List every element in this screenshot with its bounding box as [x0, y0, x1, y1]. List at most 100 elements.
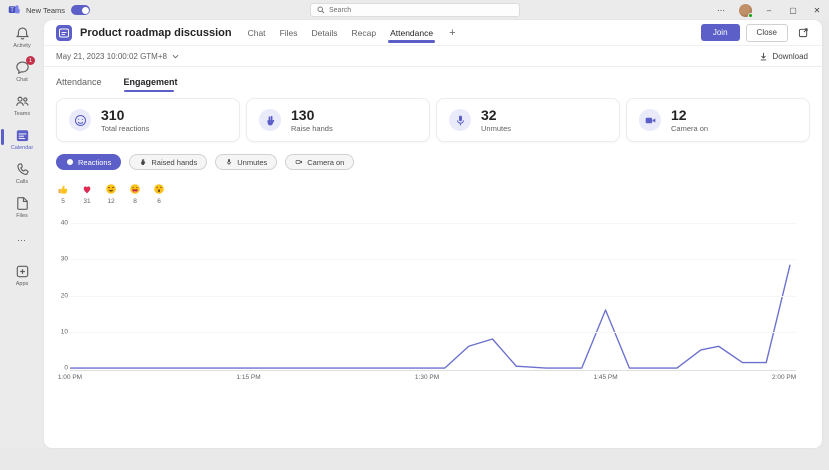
apps-icon	[16, 265, 28, 277]
minimize-button[interactable]: –	[766, 5, 772, 15]
sidebar-item-calls[interactable]: Calls	[0, 156, 44, 189]
sidebar-item-chat[interactable]: 1 Chat	[0, 54, 44, 87]
teams-logo-icon: T	[8, 5, 20, 14]
tab-attendance-view[interactable]: Attendance	[56, 77, 102, 87]
sidebar-item-more[interactable]: ⋯	[0, 224, 44, 257]
x-axis-tick: 1:00 PM	[57, 374, 83, 381]
people-icon	[15, 96, 29, 106]
meeting-date-dropdown[interactable]: May 21, 2023 10:00:02 GTM+8	[56, 52, 179, 61]
stat-label: Unmutes	[481, 123, 512, 133]
chat-icon	[15, 60, 29, 74]
new-teams-toggle[interactable]	[71, 5, 91, 15]
gridline-y-40	[70, 222, 796, 224]
stat-card-unmutes: 32 Unmutes	[436, 98, 620, 142]
meeting-tabs: Chat Files Details Recap Attendance +	[248, 22, 701, 44]
sidebar-item-label: Chat	[16, 76, 28, 83]
popout-icon[interactable]	[794, 25, 812, 41]
thumbs-up-emoji	[58, 185, 68, 194]
meeting-calendar-icon	[56, 24, 72, 41]
stat-value: 130	[291, 106, 315, 123]
raised-hand-icon	[259, 109, 281, 131]
close-button[interactable]: Close	[745, 23, 788, 42]
stat-label: Raise hands	[291, 123, 333, 133]
titlebar: T New Teams Search ⋯ – ▢ ✕	[0, 0, 829, 20]
y-axis-tick: 10	[60, 328, 68, 336]
chart-plot-area: 0 10 20 30 40 1:00 PM 1:15 PM 1:30 PM 1:45 PM 2:0…	[58, 219, 796, 381]
engagement-chart: 0 10 20 30 40 1:00 PM 1:15 PM 1:30 PM 1:45 PM 2:0…	[56, 213, 808, 385]
smiley-icon	[69, 109, 91, 131]
bell-icon	[15, 26, 29, 39]
phone-icon	[16, 162, 29, 175]
download-button[interactable]: Download	[759, 52, 808, 61]
more-icon: ⋯	[17, 235, 27, 245]
reaction-count: 5	[61, 198, 65, 205]
filter-raised-hands[interactable]: Raised hands	[129, 154, 208, 170]
reaction-count: 6	[157, 198, 161, 205]
join-button[interactable]: Join	[700, 24, 740, 41]
svg-text:T: T	[11, 8, 15, 14]
search-input[interactable]: Search	[310, 3, 520, 17]
download-icon	[761, 52, 767, 60]
stat-card-total-reactions: 310 Total reactions	[56, 98, 240, 142]
raised-hand-icon	[141, 159, 146, 166]
chat-unread-badge: 1	[26, 56, 35, 65]
active-tab-indicator	[388, 40, 436, 43]
tab-chat[interactable]: Chat	[247, 27, 266, 38]
y-axis-tick: 20	[60, 292, 68, 299]
gridline-y-30	[70, 259, 796, 261]
tab-details[interactable]: Details	[311, 27, 338, 38]
sidebar-item-apps[interactable]: Apps	[0, 258, 44, 291]
stat-card-camera-on: 12 Camera on	[626, 98, 810, 142]
y-axis-tick: 0	[64, 364, 68, 372]
app-rail: Activity 1 Chat Teams Calendar Calls Fil…	[0, 20, 44, 448]
tab-files[interactable]: Files	[279, 27, 298, 38]
add-tab-button[interactable]: +	[449, 26, 456, 39]
calendar-icon	[16, 129, 28, 141]
report-view-tabs: Attendance Engagement	[44, 67, 822, 94]
stat-label: Camera on	[671, 123, 709, 133]
sidebar-item-activity[interactable]: Activity	[0, 20, 44, 53]
reaction-count: 8	[133, 198, 137, 205]
reaction-grin: 8	[128, 183, 142, 205]
sidebar-item-calendar[interactable]: Calendar	[0, 122, 44, 155]
surprised-emoji	[154, 184, 164, 194]
search-icon	[317, 6, 325, 14]
profile-avatar[interactable]	[733, 0, 757, 20]
stat-label: Total reactions	[101, 123, 150, 133]
filter-camera-on[interactable]: Camera on	[285, 154, 355, 170]
reactions-line-series	[70, 264, 791, 369]
reaction-thumbs-up: 5	[56, 183, 70, 205]
new-teams-label: New Teams	[26, 5, 66, 15]
filter-unmutes[interactable]: Unmutes	[215, 154, 278, 170]
sidebar-item-teams[interactable]: Teams	[0, 88, 44, 121]
stats-cards: 310 Total reactions 130 Raise hands 32 Unmu…	[44, 94, 822, 142]
chevron-down-icon	[172, 54, 179, 58]
grin-emoji	[130, 184, 140, 194]
titlebar-more-button[interactable]: ⋯	[717, 5, 725, 15]
engagement-line-chart	[70, 264, 791, 369]
sidebar-item-label: Files	[16, 212, 28, 219]
mic-icon	[227, 159, 232, 165]
close-window-button[interactable]: ✕	[813, 5, 821, 15]
filter-pills: Reactions Raised hands Unmutes Camera on	[44, 142, 822, 170]
stat-value: 12	[671, 106, 687, 123]
report-toolbar: May 21, 2023 10:00:02 GTM+8 Download	[44, 46, 822, 67]
x-axis-tick: 2:00 PM	[771, 374, 797, 381]
sidebar-item-label: Teams	[13, 110, 31, 117]
maximize-button[interactable]: ▢	[789, 5, 797, 15]
reaction-count: 12	[107, 198, 115, 205]
sidebar-item-files[interactable]: Files	[0, 190, 44, 223]
gridline-y-10	[70, 331, 796, 333]
smiley-icon	[66, 158, 74, 166]
tab-engagement-view[interactable]: Engagement	[123, 77, 178, 94]
meeting-datetime: May 21, 2023 10:00:02 GTM+8	[56, 51, 167, 61]
filter-reactions[interactable]: Reactions	[56, 154, 122, 170]
tab-recap[interactable]: Recap	[351, 27, 377, 38]
stat-value: 310	[101, 106, 125, 123]
file-icon	[16, 196, 28, 210]
gridline-y-20	[70, 295, 796, 297]
heart-emoji	[83, 186, 91, 194]
camera-icon	[295, 159, 303, 165]
tab-attendance[interactable]: Attendance	[388, 22, 436, 44]
